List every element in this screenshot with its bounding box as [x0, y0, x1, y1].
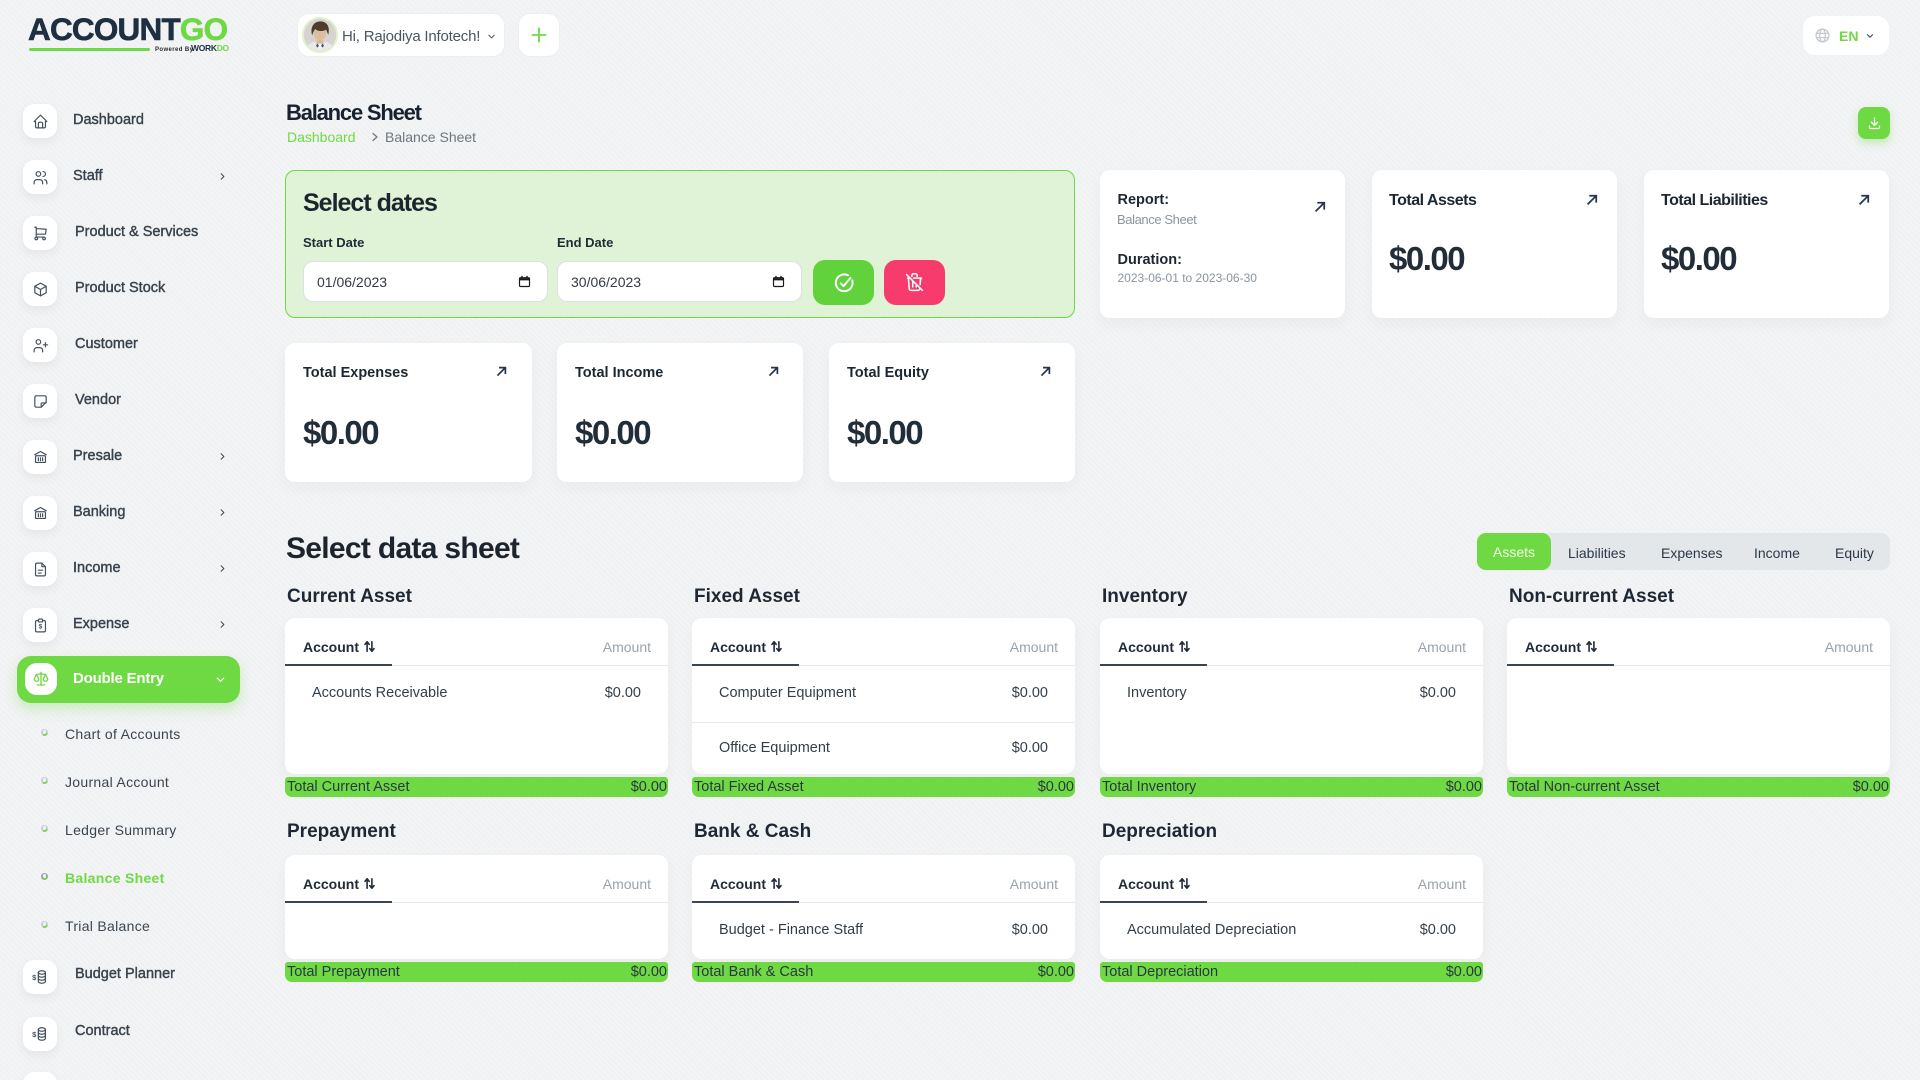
svg-text:$: $ — [38, 623, 42, 630]
svg-text:$: $ — [32, 1030, 37, 1039]
svg-text:$: $ — [32, 973, 37, 982]
